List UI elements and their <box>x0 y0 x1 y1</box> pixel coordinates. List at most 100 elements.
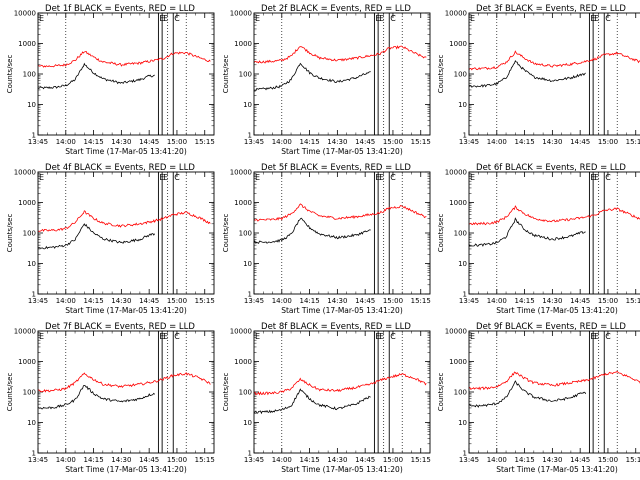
y-axis-label: Counts/sec <box>222 214 230 253</box>
y-tick-label: 10 <box>458 260 467 268</box>
y-tick-label: 1000 <box>234 358 252 366</box>
x-tick-label: 14:00 <box>487 297 507 305</box>
marker-label: E <box>163 332 168 341</box>
y-tick-label: 10 <box>27 101 36 109</box>
x-tick-label: 15:15 <box>195 138 215 146</box>
panel-title: Det 8f BLACK = Events, RED = LLD <box>261 322 411 332</box>
series-lld-line <box>468 50 640 71</box>
panel-9: Det 9f BLACK = Events, RED = LLD Counts/s… <box>437 322 640 474</box>
y-tick-label: 10000 <box>14 169 36 177</box>
series-events-line <box>468 59 586 88</box>
y-tick-label: 100 <box>239 389 252 397</box>
marker-label: C <box>174 173 180 182</box>
y-axis-label: Counts/sec <box>6 55 14 94</box>
marker-label: C <box>390 14 396 23</box>
y-axis-label: Counts/sec <box>222 373 230 412</box>
series-lld-line <box>253 373 427 396</box>
panel-title: Det 3f BLACK = Events, RED = LLD <box>476 4 626 14</box>
plot-frame <box>253 12 431 136</box>
y-tick-label: 1 <box>463 291 467 299</box>
y-tick-label: 10 <box>243 260 252 268</box>
plot-frame <box>468 171 640 295</box>
marker-label: C <box>605 332 611 341</box>
panel-title: Det 5f BLACK = Events, RED = LLD <box>261 163 411 173</box>
x-tick-label: 14:45 <box>139 456 159 464</box>
marker-label: E <box>39 332 44 341</box>
marker-label: E <box>379 332 384 341</box>
panel-6: Det 6f BLACK = Events, RED = LLD Counts/s… <box>437 163 640 315</box>
y-tick-label: 100 <box>454 230 467 238</box>
x-axis-label: Start Time (17-Mar-05 13:41:20) <box>281 465 403 474</box>
y-tick-label: 10000 <box>14 328 36 336</box>
y-tick-label: 1 <box>463 450 467 458</box>
x-tick-label: 15:00 <box>167 456 187 464</box>
x-tick-label: 14:30 <box>542 297 562 305</box>
x-axis-label: Start Time (17-Mar-05 13:41:20) <box>65 306 187 315</box>
y-tick-label: 1 <box>463 132 467 140</box>
x-tick-label: 14:45 <box>570 297 590 305</box>
x-tick-label: 14:30 <box>327 297 347 305</box>
marker-label: E <box>470 173 475 182</box>
x-tick-label: 14:00 <box>487 138 507 146</box>
y-tick-label: 10 <box>243 101 252 109</box>
x-tick-label: 15:15 <box>195 297 215 305</box>
x-tick-label: 13:45 <box>244 297 264 305</box>
x-tick-label: 14:00 <box>487 456 507 464</box>
x-tick-label: 15:00 <box>383 138 403 146</box>
x-tick-label: 14:15 <box>514 138 534 146</box>
x-tick-label: 15:00 <box>598 456 618 464</box>
x-tick-label: 13:45 <box>28 297 48 305</box>
x-axis-label: Start Time (17-Mar-05 13:41:20) <box>281 147 403 156</box>
x-tick-label: 15:15 <box>411 138 431 146</box>
x-tick-label: 14:00 <box>56 297 76 305</box>
plot-frame <box>37 330 215 454</box>
x-tick-label: 14:00 <box>56 456 76 464</box>
x-tick-label: 14:30 <box>111 297 131 305</box>
plot-frame <box>468 330 640 454</box>
y-tick-label: 10000 <box>230 10 252 18</box>
marker-label: C <box>174 332 180 341</box>
marker-label: E <box>379 14 384 23</box>
x-tick-label: 13:45 <box>28 138 48 146</box>
marker-label: E <box>255 332 260 341</box>
y-tick-label: 10 <box>27 260 36 268</box>
x-tick-label: 14:30 <box>111 138 131 146</box>
x-tick-label: 13:45 <box>459 138 479 146</box>
x-tick-label: 15:15 <box>626 456 640 464</box>
y-tick-label: 10 <box>243 419 252 427</box>
x-tick-label: 15:15 <box>195 456 215 464</box>
y-tick-label: 1000 <box>234 40 252 48</box>
series-events-line <box>253 217 371 245</box>
marker-label: E <box>39 173 44 182</box>
y-tick-label: 1 <box>248 450 252 458</box>
plot-frame <box>253 171 431 295</box>
y-axis-label: Counts/sec <box>437 373 445 412</box>
y-tick-label: 10000 <box>445 10 467 18</box>
marker-label: E <box>470 14 475 23</box>
y-tick-label: 10000 <box>230 328 252 336</box>
marker-label: C <box>174 14 180 23</box>
y-tick-label: 100 <box>454 389 467 397</box>
x-tick-label: 14:00 <box>272 456 292 464</box>
x-tick-label: 15:15 <box>626 138 640 146</box>
y-tick-label: 1000 <box>18 358 36 366</box>
panel-7: Det 7f BLACK = Events, RED = LLD Counts/s… <box>6 322 215 474</box>
panel-2: Det 2f BLACK = Events, RED = LLD Counts/s… <box>222 4 431 156</box>
x-tick-label: 14:15 <box>83 297 103 305</box>
marker-label: E <box>255 173 260 182</box>
panel-title: Det 1f BLACK = Events, RED = LLD <box>45 4 195 14</box>
x-tick-label: 14:30 <box>111 456 131 464</box>
x-tick-label: 15:00 <box>598 297 618 305</box>
marker-label: E <box>594 332 599 341</box>
series-events-line <box>37 62 155 90</box>
y-tick-label: 1000 <box>18 199 36 207</box>
x-tick-label: 15:00 <box>167 297 187 305</box>
y-tick-label: 10 <box>458 101 467 109</box>
y-tick-label: 1000 <box>234 199 252 207</box>
panel-title: Det 7f BLACK = Events, RED = LLD <box>45 322 195 332</box>
marker-label: C <box>605 14 611 23</box>
panel-1: Det 1f BLACK = Events, RED = LLD Counts/s… <box>6 4 215 156</box>
panel-8: Det 8f BLACK = Events, RED = LLD Counts/s… <box>222 322 431 474</box>
y-axis-label: Counts/sec <box>437 214 445 253</box>
